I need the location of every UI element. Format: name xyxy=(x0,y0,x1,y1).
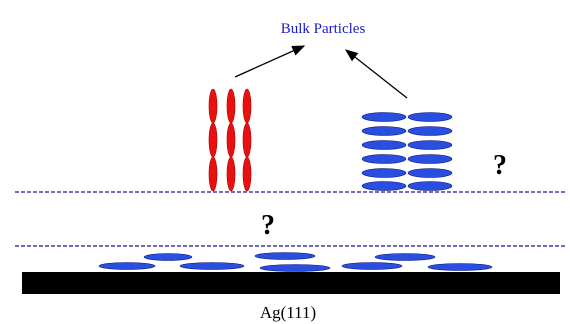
title: Bulk Particles xyxy=(281,21,366,37)
substrate-label: Ag(111) xyxy=(260,303,316,322)
question-mark: ? xyxy=(261,210,275,241)
substrate xyxy=(22,272,560,294)
question-mark: ? xyxy=(493,150,507,181)
vertical-particles xyxy=(209,89,251,191)
diagram: Bulk Particles ? ? Ag(111) xyxy=(0,0,570,324)
